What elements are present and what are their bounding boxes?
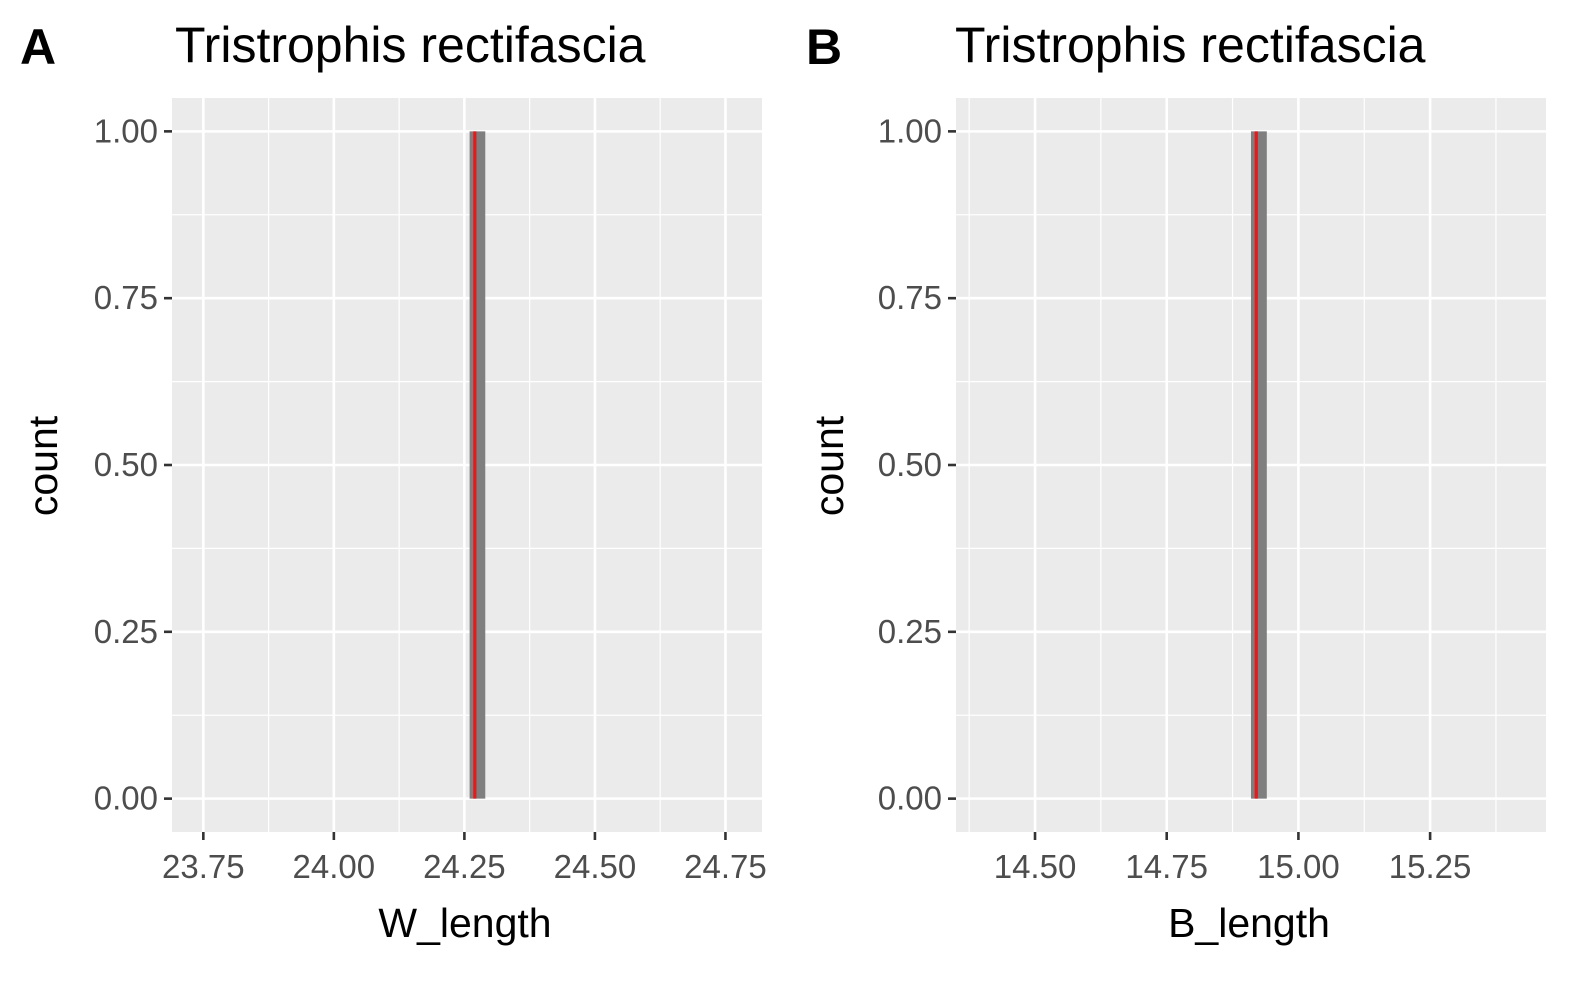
x-tick-label-a: 24.25	[423, 848, 506, 885]
y-axis-title-a: count	[20, 415, 66, 516]
x-tick-label-a: 24.50	[554, 848, 637, 885]
y-tick-label-b: 0.00	[878, 780, 942, 817]
x-axis-title-b: B_length	[1168, 900, 1330, 946]
x-tick-label-b: 15.25	[1389, 848, 1472, 885]
y-tick-label-a: 1.00	[94, 112, 158, 149]
panel-label-b: B	[806, 19, 842, 75]
x-axis-title-a: W_length	[378, 900, 551, 946]
x-tick-label-b: 14.75	[1125, 848, 1208, 885]
panel-b: 0.00 0.25 0.50 0.75 1.00 14.50 14.75 15.00 15.25…	[806, 17, 1546, 946]
x-tick-label-a: 23.75	[162, 848, 245, 885]
panel-label-a: A	[20, 19, 56, 75]
plot-area-a: 0.00 0.25 0.50 0.75 1.00 23.75 24.00 24.25 24.50…	[94, 98, 767, 885]
y-tick-label-b: 0.50	[878, 446, 942, 483]
y-tick-label-a: 0.50	[94, 446, 158, 483]
panel-a: 0.00 0.25 0.50 0.75 1.00 23.75 24.00 24.25 24.50…	[20, 17, 767, 946]
x-tick-label-a: 24.75	[684, 848, 767, 885]
chart-title-a: Tristrophis rectifascia	[175, 17, 646, 73]
x-tick-label-b: 15.00	[1257, 848, 1340, 885]
y-tick-label-a: 0.00	[94, 780, 158, 817]
histogram-bar-a	[469, 131, 486, 799]
x-tick-label-b: 14.50	[994, 848, 1077, 885]
plot-area-b: 0.00 0.25 0.50 0.75 1.00 14.50 14.75 15.00 15.25	[878, 98, 1546, 885]
y-axis-title-b: count	[806, 415, 852, 516]
y-tick-label-b: 0.25	[878, 613, 942, 650]
chart-title-b: Tristrophis rectifascia	[955, 17, 1426, 73]
y-tick-label-b: 0.75	[878, 279, 942, 316]
y-tick-label-a: 0.75	[94, 279, 158, 316]
x-tick-label-a: 24.00	[293, 848, 376, 885]
y-tick-label-b: 1.00	[878, 112, 942, 149]
y-tick-label-a: 0.25	[94, 613, 158, 650]
histogram-bar-b	[1251, 131, 1267, 799]
